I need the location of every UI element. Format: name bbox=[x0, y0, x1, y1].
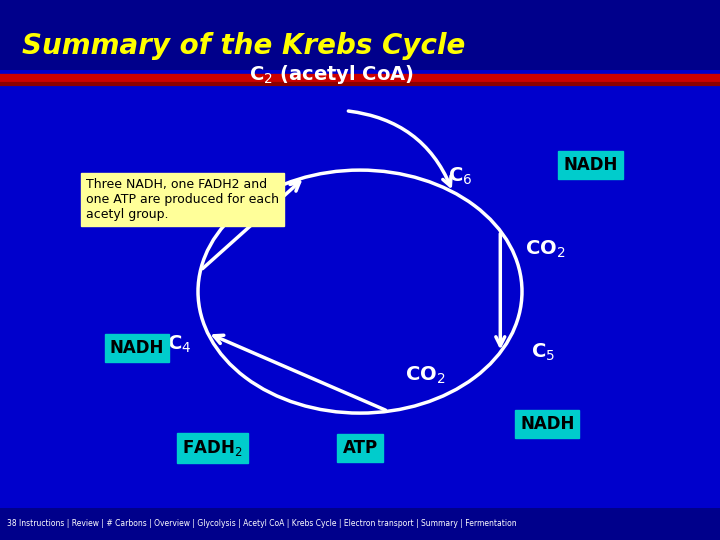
Text: NADH: NADH bbox=[520, 415, 575, 433]
Text: Summary of the Krebs Cycle: Summary of the Krebs Cycle bbox=[22, 32, 465, 60]
Text: C$_2$ (acetyl CoA): C$_2$ (acetyl CoA) bbox=[248, 63, 414, 86]
Text: Three NADH, one FADH2 and
one ATP are produced for each
acetyl group.: Three NADH, one FADH2 and one ATP are pr… bbox=[86, 178, 279, 221]
Text: C$_5$: C$_5$ bbox=[531, 342, 556, 363]
FancyBboxPatch shape bbox=[0, 0, 720, 70]
Text: ATP: ATP bbox=[343, 439, 377, 457]
Text: FADH$_2$: FADH$_2$ bbox=[182, 438, 243, 458]
Text: C$_6$: C$_6$ bbox=[448, 165, 472, 186]
Text: NADH: NADH bbox=[563, 156, 618, 174]
Text: CO$_2$: CO$_2$ bbox=[525, 239, 565, 260]
FancyBboxPatch shape bbox=[0, 508, 720, 540]
Text: 38 Instructions | Review | # Carbons | Overview | Glycolysis | Acetyl CoA | Kreb: 38 Instructions | Review | # Carbons | O… bbox=[7, 519, 517, 528]
Text: C$_4$: C$_4$ bbox=[167, 333, 191, 355]
Text: CO$_2$: CO$_2$ bbox=[405, 364, 445, 386]
Text: NADH: NADH bbox=[109, 339, 164, 357]
